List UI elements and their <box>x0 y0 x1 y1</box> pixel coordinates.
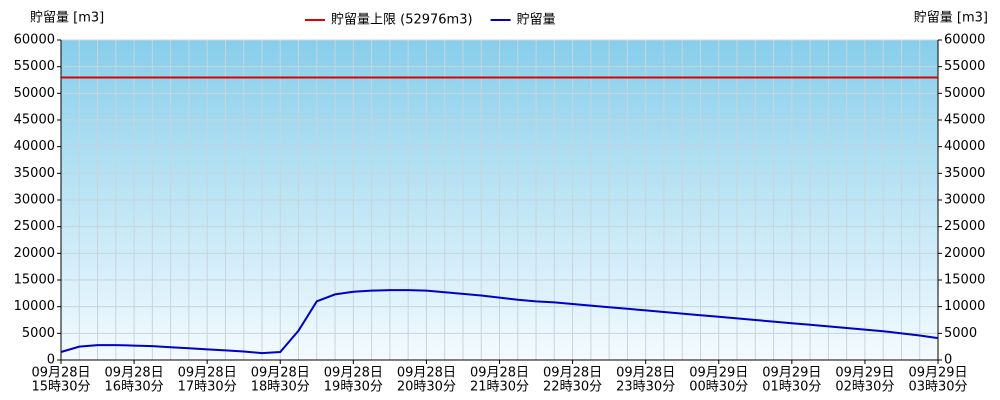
y2-tick-label: 5000 <box>944 326 977 341</box>
x-tick-label: 09月28日 <box>251 366 310 381</box>
y2-tick-label: 35000 <box>944 166 985 181</box>
y-tick-label: 5000 <box>22 326 55 341</box>
x-tick-label: 02時30分 <box>835 380 894 395</box>
y2-tick-label: 20000 <box>944 246 985 261</box>
y2-tick-label: 10000 <box>944 299 985 314</box>
x-tick-label: 20時30分 <box>397 380 456 395</box>
x-tick-label: 09月29日 <box>835 366 894 381</box>
y2-tick-label: 50000 <box>944 86 985 101</box>
x-tick-label: 09月28日 <box>543 366 602 381</box>
x-tick-label: 01時30分 <box>762 380 821 395</box>
x-tick-label: 19時30分 <box>324 380 383 395</box>
y-tick-label: 25000 <box>14 219 55 234</box>
x-tick-label: 15時30分 <box>31 380 90 395</box>
y-tick-label: 55000 <box>14 59 55 74</box>
x-tick-label: 17時30分 <box>178 380 237 395</box>
x-tick-label: 09月28日 <box>470 366 529 381</box>
y2-tick-label: 45000 <box>944 113 985 128</box>
x-tick-label: 09月29日 <box>762 366 821 381</box>
x-tick-label: 22時30分 <box>543 380 602 395</box>
y-tick-label: 15000 <box>14 273 55 288</box>
y-tick-label: 20000 <box>14 246 55 261</box>
x-tick-label: 09月28日 <box>397 366 456 381</box>
x-tick-label: 18時30分 <box>251 380 310 395</box>
y-tick-label: 10000 <box>14 299 55 314</box>
y-tick-label: 35000 <box>14 166 55 181</box>
x-tick-label: 03時30分 <box>908 380 967 395</box>
y-tick-label: 30000 <box>14 193 55 208</box>
y-tick-label: 50000 <box>14 86 55 101</box>
x-tick-label: 09月28日 <box>31 366 90 381</box>
x-tick-label: 16時30分 <box>105 380 164 395</box>
y-tick-label: 45000 <box>14 113 55 128</box>
y2-tick-label: 30000 <box>944 193 985 208</box>
x-tick-label: 09月28日 <box>105 366 164 381</box>
x-tick-label: 09月29日 <box>689 366 748 381</box>
x-tick-label: 09月28日 <box>324 366 383 381</box>
y-axis-title: 貯留量 [m3] <box>30 11 104 26</box>
y2-tick-label: 25000 <box>944 219 985 234</box>
x-tick-label: 00時30分 <box>689 380 748 395</box>
y-tick-label: 0 <box>47 353 55 368</box>
y2-tick-label: 0 <box>944 353 952 368</box>
data-line <box>60 289 939 355</box>
y2-axis-title: 貯留量 [m3] <box>914 11 988 26</box>
x-tick-label: 23時30分 <box>616 380 675 395</box>
x-tick-label: 21時30分 <box>470 380 529 395</box>
x-tick-label: 09月29日 <box>908 366 967 381</box>
x-tick-label: 09月28日 <box>178 366 237 381</box>
legend-label: 貯留量上限 (52976m3) <box>331 13 473 28</box>
y2-tick-label: 40000 <box>944 139 985 154</box>
y-tick-label: 40000 <box>14 139 55 154</box>
x-tick-label: 09月28日 <box>616 366 675 381</box>
y2-tick-label: 55000 <box>944 59 985 74</box>
y-tick-label: 60000 <box>14 33 55 48</box>
y2-tick-label: 15000 <box>944 273 985 288</box>
legend-label: 貯留量 <box>517 13 556 28</box>
y2-tick-label: 60000 <box>944 33 985 48</box>
